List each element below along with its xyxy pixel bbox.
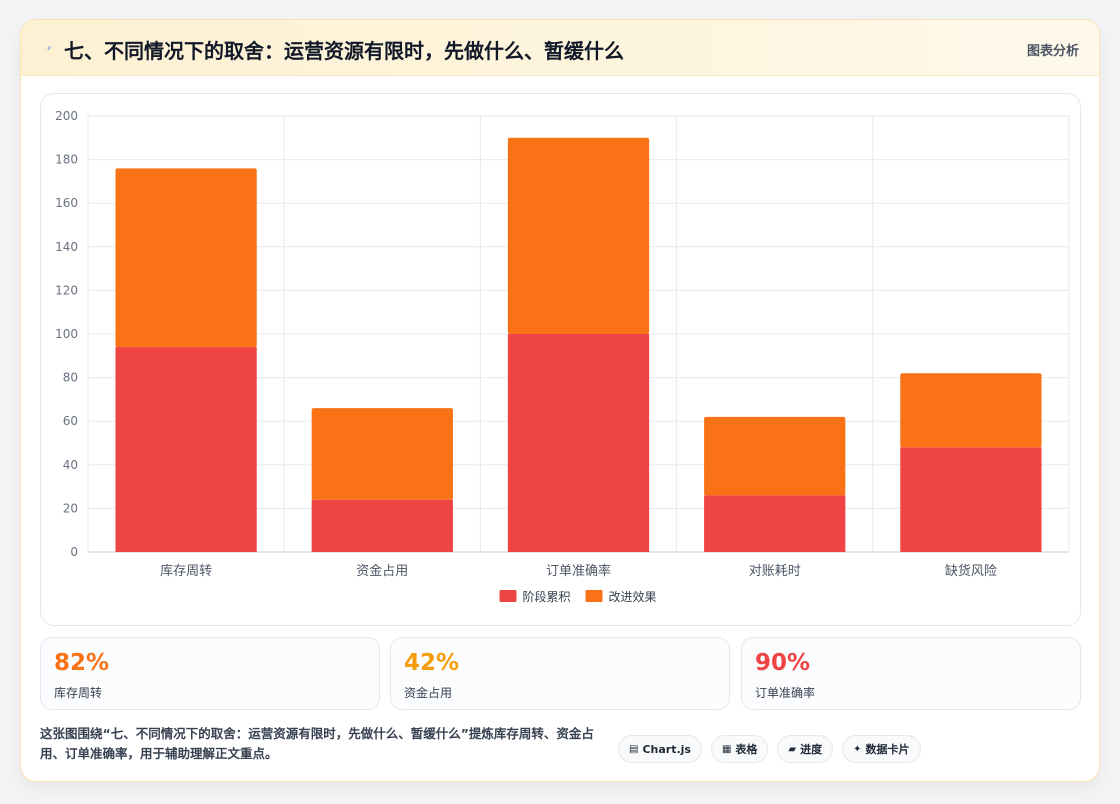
stat-card-2: 90% 订单准确率 (741, 637, 1081, 710)
stat-label: 库存周转 (54, 686, 103, 700)
bar-segment-bottom (115, 347, 257, 552)
chart-icon: ▤ (629, 743, 639, 755)
badge-label: 表格 (735, 743, 758, 756)
stat-value: 82% (54, 650, 110, 676)
stat-value: 90% (755, 650, 811, 676)
y-tick-label: 40 (63, 458, 78, 472)
x-tick-label: 对账耗时 (749, 564, 801, 579)
bar-segment-top (507, 137, 650, 334)
bar-segment-bottom (507, 334, 650, 552)
bar-segment-bottom (900, 447, 1042, 552)
badge-label: 进度 (800, 743, 823, 756)
stat-value: 42% (404, 650, 460, 676)
y-tick-label: 180 (55, 153, 78, 167)
legend-label: 改进效果 (609, 589, 657, 604)
y-tick-label: 60 (63, 414, 78, 428)
lightning-icon (43, 45, 55, 51)
legend-label: 阶段累积 (523, 589, 571, 604)
y-tick-label: 120 (55, 283, 78, 297)
bar-segment-bottom (704, 495, 846, 552)
stat-label: 资金占用 (404, 686, 453, 700)
y-tick-label: 100 (55, 327, 78, 341)
bar-segment-top (311, 408, 453, 500)
chart-description: 这张图围绕“七、不同情况下的取舍：运营资源有限时，先做什么、暂缓什么”提炼库存周… (40, 726, 594, 761)
bar-segment-top (900, 373, 1042, 448)
bar-segment-top (704, 416, 846, 496)
card-header: 七、不同情况下的取舍：运营资源有限时，先做什么、暂缓什么 图表分析 (21, 20, 1099, 76)
y-tick-label: 160 (55, 196, 78, 210)
bar-segment-bottom (311, 499, 453, 552)
x-tick-label: 资金占用 (356, 563, 408, 579)
badge-progress: ▰ 进度 (777, 735, 834, 763)
x-tick-label: 库存周转 (160, 563, 212, 579)
page-title: 七、不同情况下的取舍：运营资源有限时，先做什么、暂缓什么 (64, 39, 624, 63)
y-tick-label: 140 (55, 240, 78, 254)
badge-table: ▦ 表格 (710, 735, 769, 763)
badge-data-card: ✦ 数据卡片 (842, 735, 921, 763)
stat-label: 订单准确率 (755, 686, 816, 700)
progress-icon: ▰ (788, 743, 797, 755)
chart-panel: 0 20 40 60 80 100 120 140 160 180 200 库存周转 资金占用 订单准确率… (40, 93, 1081, 626)
legend-swatch (585, 590, 603, 602)
chart-card: 七、不同情况下的取舍：运营资源有限时，先做什么、暂缓什么 图表分析 0 20 40 6… (20, 19, 1100, 782)
badge-chartjs: ▤ Chart.js (618, 735, 702, 763)
x-tick-label: 缺货风险 (945, 563, 997, 579)
stat-card-0: 82% 库存周转 (40, 637, 380, 710)
y-tick-label: 80 (63, 371, 78, 385)
header-tag: 图表分析 (1026, 44, 1079, 59)
badge-list: ▤ Chart.js ▦ 表格 ▰ 进度 ✦ 数据卡片 (618, 735, 921, 763)
y-tick-label: 200 (55, 109, 78, 123)
x-tick-label: 订单准确率 (546, 563, 611, 579)
badge-label: 数据卡片 (865, 743, 910, 756)
y-tick-label: 0 (70, 545, 78, 559)
legend-swatch (499, 590, 517, 602)
table-icon: ▦ (721, 743, 732, 755)
stacked-bar-chart: 0 20 40 60 80 100 120 140 160 180 200 库存周转 资金占用 订单准确率… (55, 109, 1070, 604)
bar-segment-top (115, 168, 257, 348)
stat-card-1: 42% 资金占用 (390, 637, 730, 710)
badge-label: Chart.js (642, 742, 691, 756)
sparkle-icon: ✦ (853, 743, 862, 755)
y-tick-label: 20 (63, 501, 78, 515)
